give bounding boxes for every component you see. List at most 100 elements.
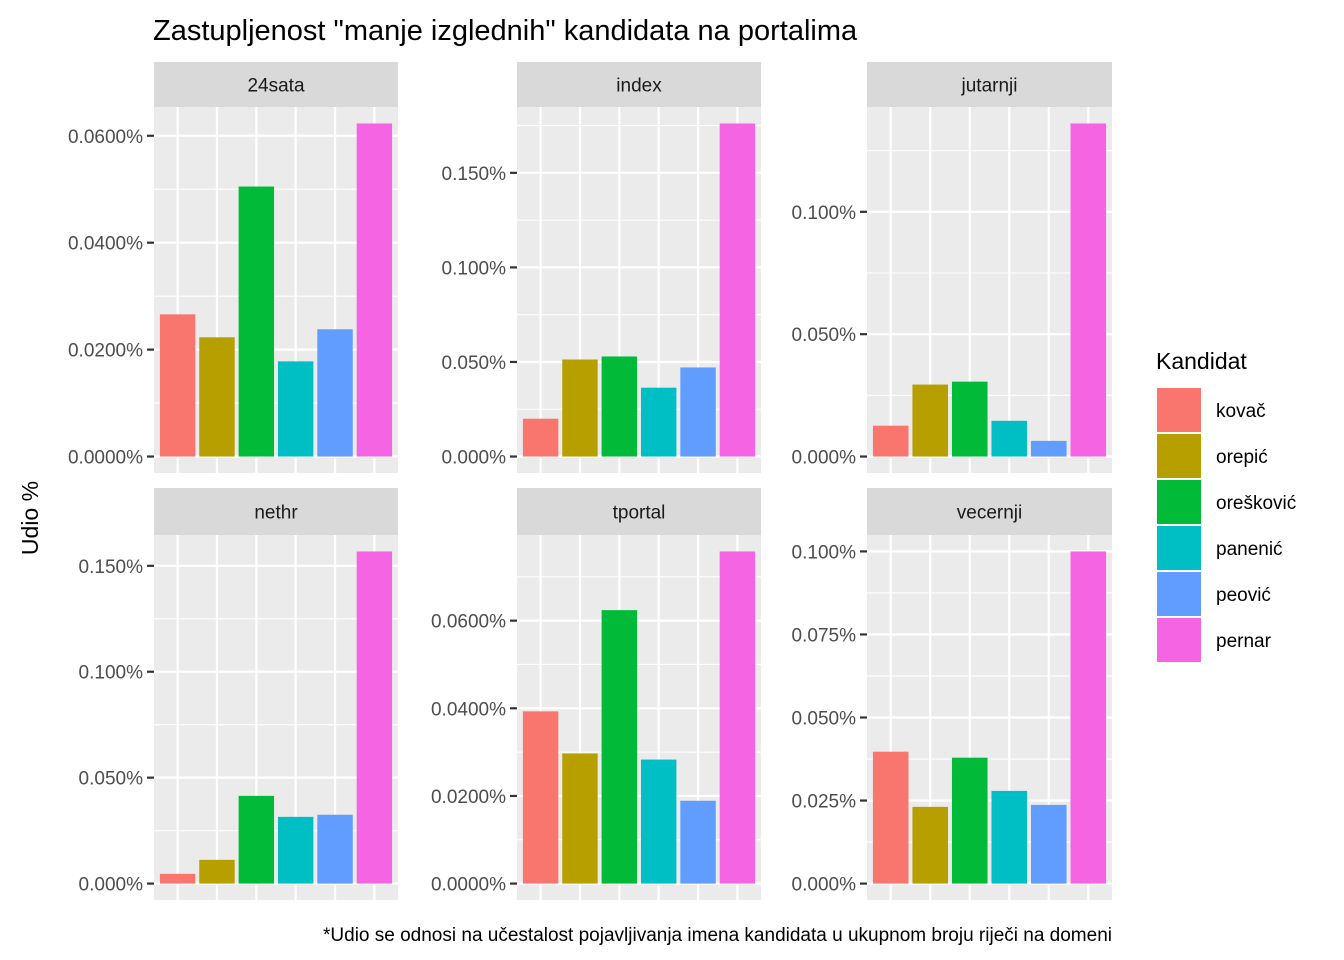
y-tick-label: 0.050% (79, 769, 144, 790)
bar-vecernji-kovač (872, 751, 909, 884)
y-tick-label: 0.050% (792, 325, 857, 346)
legend-title: Kandidat (1156, 348, 1247, 374)
legend: Kandidat kovač orepić orešković panenić peov… (1156, 348, 1296, 662)
y-tick-label: 0.0600% (431, 612, 506, 633)
bar-nethr-orešković (238, 795, 275, 884)
bar-tportal-orepić (562, 753, 598, 884)
y-tick-label: 0.0400% (68, 234, 143, 255)
facet-strip-label: index (616, 76, 662, 97)
legend-label: panenić (1216, 539, 1283, 560)
bar-index-orepić (562, 359, 598, 457)
bar-vecernji-orešković (951, 757, 988, 884)
bar-jutarnji-panenić (991, 420, 1028, 457)
bar-24sata-peović (317, 329, 353, 457)
bar-nethr-orepić (199, 859, 235, 884)
legend-swatch (1157, 572, 1201, 616)
legend-item: panenić (1157, 526, 1283, 570)
bar-vecernji-panenić (991, 790, 1028, 884)
y-tick-label: 0.000% (79, 875, 144, 896)
y-tick-label: 0.000% (442, 448, 507, 469)
y-tick-label: 0.150% (442, 164, 507, 185)
legend-item: orepić (1157, 434, 1268, 478)
facet-tportal: tportal 0.0000% 0.0200% 0.0400% 0.0600% (431, 488, 761, 900)
facet-24sata: 24sata 0.0000% 0.0200% 0.0400% 0.0600% (68, 62, 398, 473)
y-tick-label: 0.0000% (431, 875, 506, 896)
legend-swatch (1157, 618, 1201, 662)
y-tick-label: 0.025% (792, 792, 857, 813)
y-tick-label: 0.000% (792, 448, 857, 469)
legend-swatch (1157, 388, 1201, 432)
y-tick-label: 0.0600% (68, 127, 143, 148)
facet-strip (517, 488, 761, 535)
bar-jutarnji-orepić (912, 384, 949, 457)
facet-nethr: nethr 0.000% 0.050% 0.100% 0.150% (79, 488, 398, 900)
y-tick-label: 0.100% (792, 542, 857, 563)
y-tick-label: 0.0000% (68, 448, 143, 469)
facet-strip-label: jutarnji (961, 76, 1018, 97)
bar-index-panenić (640, 387, 677, 457)
y-tick-label: 0.050% (442, 353, 507, 374)
bar-jutarnji-peović (1030, 440, 1067, 457)
bar-nethr-panenić (277, 816, 314, 884)
legend-item: pernar (1157, 618, 1272, 662)
bar-24sata-pernar (356, 123, 393, 457)
legend-swatch (1157, 434, 1201, 478)
facet-strip (154, 62, 398, 107)
bar-24sata-orešković (238, 186, 275, 457)
facet-strip (867, 62, 1112, 107)
facet-jutarnji: jutarnji 0.000% 0.050% 0.100% (792, 62, 1112, 473)
bar-tportal-panenić (640, 759, 677, 884)
y-tick-label: 0.0200% (68, 341, 143, 362)
bar-vecernji-peović (1030, 804, 1067, 884)
legend-item: orešković (1157, 480, 1296, 524)
y-tick-label: 0.0400% (431, 699, 506, 720)
facet-strip (867, 488, 1112, 535)
bar-index-kovač (522, 418, 559, 457)
y-tick-label: 0.100% (79, 663, 144, 684)
bar-vecernji-pernar (1070, 551, 1107, 884)
bar-index-pernar (719, 123, 756, 457)
y-axis-title: Udio % (17, 481, 43, 555)
bar-24sata-kovač (159, 314, 196, 457)
legend-swatch (1157, 480, 1201, 524)
legend-item: peović (1157, 572, 1271, 616)
chart-caption: *Udio se odnosi na učestalost pojavljiva… (323, 925, 1112, 946)
facet-strip-label: nethr (254, 503, 298, 524)
facet-strip (154, 488, 398, 535)
bar-jutarnji-orešković (951, 381, 988, 457)
bar-24sata-panenić (277, 361, 314, 457)
facet-strip-label: tportal (613, 503, 666, 524)
legend-label: orepić (1216, 447, 1268, 468)
y-tick-label: 0.000% (792, 875, 857, 896)
y-tick-label: 0.100% (792, 203, 857, 224)
y-tick-label: 0.150% (79, 557, 144, 578)
facet-strip-label: 24sata (247, 76, 304, 97)
y-tick-label: 0.075% (792, 625, 857, 646)
bar-index-peović (680, 367, 716, 457)
bar-tportal-kovač (522, 711, 559, 884)
facet-strip-label: vecernji (957, 503, 1022, 524)
bar-tportal-orešković (601, 610, 638, 884)
legend-item: kovač (1157, 388, 1266, 432)
legend-label: kovač (1216, 401, 1266, 422)
facet-vecernji: vecernji 0.000% 0.025% 0.050% 0.075% 0.100% (792, 488, 1112, 900)
legend-swatch (1157, 526, 1201, 570)
legend-label: peović (1216, 585, 1271, 606)
legend-label: orešković (1216, 493, 1296, 514)
chart-title: Zastupljenost "manje izglednih" kandidat… (153, 15, 858, 47)
y-tick-label: 0.050% (792, 709, 857, 730)
bar-nethr-pernar (356, 551, 393, 884)
bar-24sata-orepić (199, 337, 235, 457)
bar-jutarnji-pernar (1070, 123, 1107, 457)
bar-vecernji-orepić (912, 806, 949, 884)
y-tick-label: 0.0200% (431, 787, 506, 808)
bar-nethr-kovač (159, 873, 196, 884)
bar-jutarnji-kovač (872, 425, 909, 457)
facet-panels: 24sata 0.0000% 0.0200% 0.0400% 0.0600% index 0… (68, 62, 1112, 900)
bar-index-orešković (601, 356, 638, 457)
bar-tportal-pernar (719, 551, 756, 884)
bar-nethr-peović (317, 814, 353, 884)
bar-tportal-peović (680, 800, 716, 884)
legend-label: pernar (1216, 631, 1272, 652)
